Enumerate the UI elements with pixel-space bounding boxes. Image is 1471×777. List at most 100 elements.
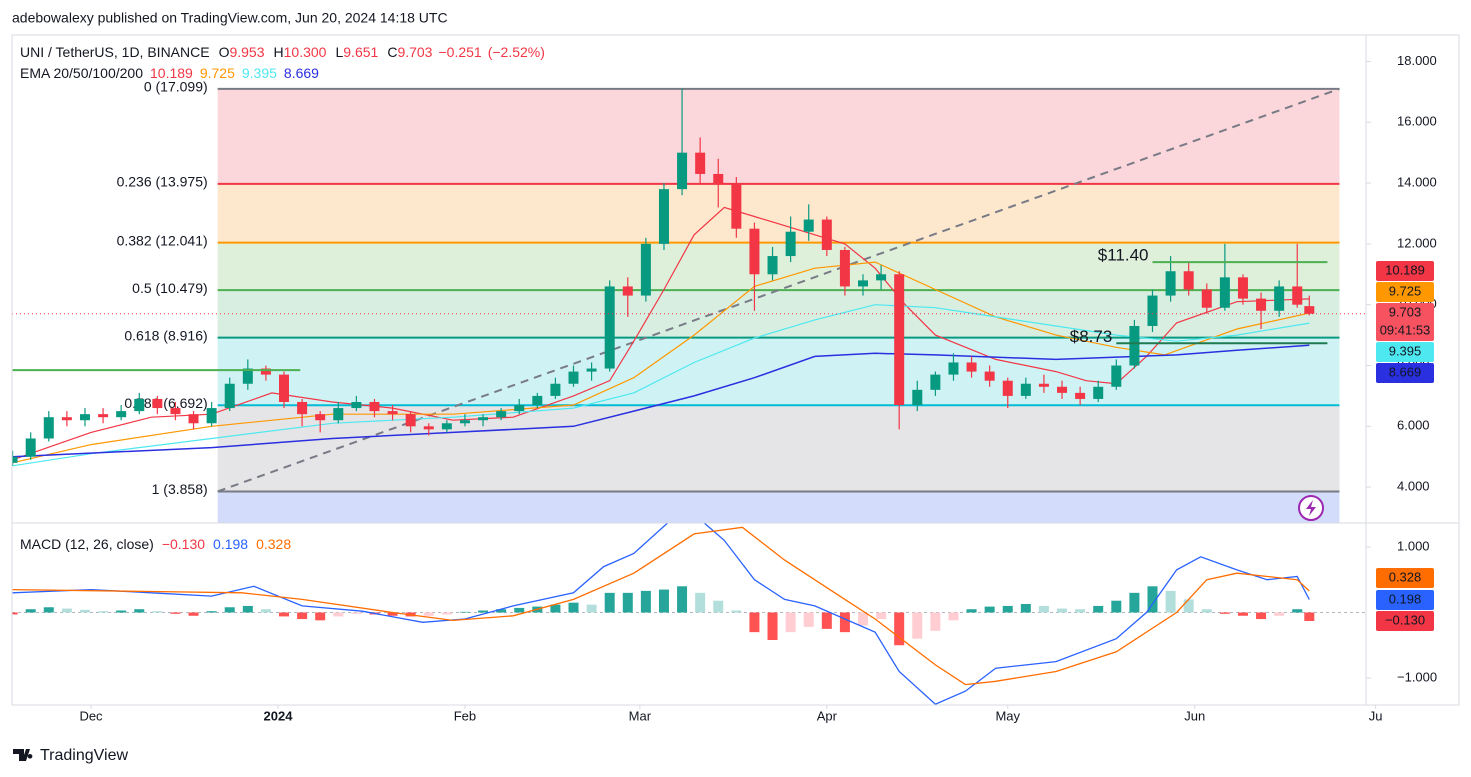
- macd-histogram-bar: [1020, 603, 1031, 613]
- macd-histogram-bar: [604, 592, 615, 613]
- candle-body: [369, 401, 380, 412]
- candle-body: [1256, 298, 1267, 311]
- value-box: [1376, 303, 1434, 341]
- macd-histogram-bar: [351, 612, 362, 614]
- ema-value: 10.189: [150, 65, 193, 81]
- macd-histogram-bar: [279, 612, 290, 617]
- macd-histogram-bar: [79, 609, 90, 613]
- macd-histogram-bar: [134, 609, 145, 613]
- macd-line: [12, 523, 1310, 705]
- ohlc-key: L: [335, 44, 343, 60]
- candle-body: [1274, 286, 1285, 311]
- candle-body: [116, 411, 127, 418]
- candle-body: [749, 228, 760, 275]
- candle-body: [966, 362, 977, 372]
- macd-histogram-bar: [640, 590, 651, 613]
- value-box: [1376, 590, 1434, 610]
- macd-histogram-bar: [423, 612, 434, 616]
- macd-histogram-bar: [12, 612, 18, 615]
- x-tick-label: Feb: [454, 708, 476, 723]
- macd-histogram-bar: [459, 611, 470, 613]
- indicator-icon[interactable]: [1298, 495, 1324, 521]
- value-box: [1376, 568, 1434, 588]
- value-box-label: 0.328: [1389, 569, 1422, 584]
- candle-body: [152, 398, 163, 409]
- y-tick-label: 16.000: [1397, 114, 1437, 129]
- candle-body: [586, 368, 597, 372]
- candle-body: [695, 152, 706, 174]
- macd-histogram-bar: [966, 609, 977, 613]
- value-box: [1376, 611, 1434, 631]
- candle-body: [876, 274, 887, 281]
- macd-histogram-bar: [622, 592, 633, 613]
- x-tick-label: Apr: [817, 708, 838, 723]
- fib-band: [217, 183, 1340, 243]
- macd-histogram-bar: [803, 612, 814, 627]
- x-tick-label: Jun: [1184, 708, 1205, 723]
- candle-body: [839, 249, 850, 287]
- signal-value: 0.328: [256, 536, 291, 552]
- macd-histogram-bar: [1237, 612, 1248, 616]
- ema-line: [12, 206, 1310, 461]
- macd-histogram-bar: [821, 612, 832, 629]
- candle-body: [1111, 365, 1122, 387]
- ohlc-value: 9.953: [229, 44, 264, 60]
- macd-histogram-bar: [876, 612, 887, 620]
- fib-band: [217, 242, 1340, 291]
- legend: EMA 20/50/100/200 10.189 9.725 9.395 8.669: [20, 65, 319, 81]
- candle-body: [894, 274, 905, 406]
- x-tick-label: Ju: [1369, 708, 1383, 723]
- candle-body: [677, 152, 688, 190]
- candle-body: [387, 411, 398, 415]
- x-tick-label: Dec: [79, 708, 103, 723]
- ohlc-key: H: [274, 44, 284, 60]
- candle-body: [188, 414, 199, 424]
- candle-body: [134, 398, 145, 412]
- macd-histogram-bar: [1057, 608, 1068, 613]
- candle-body: [1093, 386, 1104, 399]
- candle-body: [622, 286, 633, 296]
- candle-body: [1020, 383, 1031, 396]
- macd-histogram-bar: [43, 607, 54, 613]
- icon-bolt[interactable]: [1306, 500, 1316, 516]
- x-tick-label: 2024: [264, 708, 294, 723]
- ema-line: [12, 304, 1310, 467]
- y-tick-label: 12.000: [1397, 235, 1437, 250]
- macd-histogram-bar: [242, 605, 253, 613]
- candle-body: [1002, 380, 1013, 396]
- candle-body: [948, 362, 959, 375]
- countdown: 09:41:53: [1380, 322, 1431, 337]
- macd-histogram-bar: [1002, 605, 1013, 613]
- candle-body: [984, 371, 995, 381]
- candle-body: [1038, 383, 1049, 387]
- candle-body: [713, 173, 724, 184]
- fib-band: [217, 405, 1340, 492]
- fib-label: 0.618 (8.916): [124, 327, 207, 343]
- value-box-label: 9.703: [1389, 304, 1422, 319]
- macd-histogram-bar: [749, 612, 760, 633]
- candle-body: [98, 414, 109, 418]
- y-tick-label: 4.000: [1397, 479, 1430, 494]
- candle-body: [857, 280, 868, 287]
- macd-histogram-bar: [731, 610, 742, 613]
- value-box-label: 9.395: [1389, 343, 1422, 358]
- value-box-label: 10.189: [1385, 262, 1425, 277]
- macd-histogram-bar: [61, 608, 72, 613]
- price-pane: 0 (17.099) 0.236 (13.975) 0.382 (12.041) 0.…: [12, 79, 1366, 523]
- candle-body: [170, 408, 181, 415]
- macd-histogram-bar: [25, 609, 36, 613]
- overlay: 4.0006.0008.00010.00012.00014.00016.0001…: [20, 44, 1437, 724]
- ema-title: EMA 20/50/100/200: [20, 65, 143, 81]
- macd-histogram-bar: [1256, 612, 1267, 620]
- fib-band: [217, 491, 1340, 523]
- candle-body: [1075, 392, 1086, 399]
- macd-histogram-bar: [260, 609, 271, 613]
- ohlc-value: 9.651: [343, 44, 378, 60]
- macd-histogram-bar: [658, 589, 669, 613]
- value-box: [1376, 363, 1434, 383]
- candle-body: [43, 417, 54, 439]
- macd-histogram-bar: [1038, 605, 1049, 613]
- candle-body: [1292, 286, 1303, 305]
- macd-histogram-bar: [116, 610, 127, 613]
- candle-body: [1219, 277, 1230, 308]
